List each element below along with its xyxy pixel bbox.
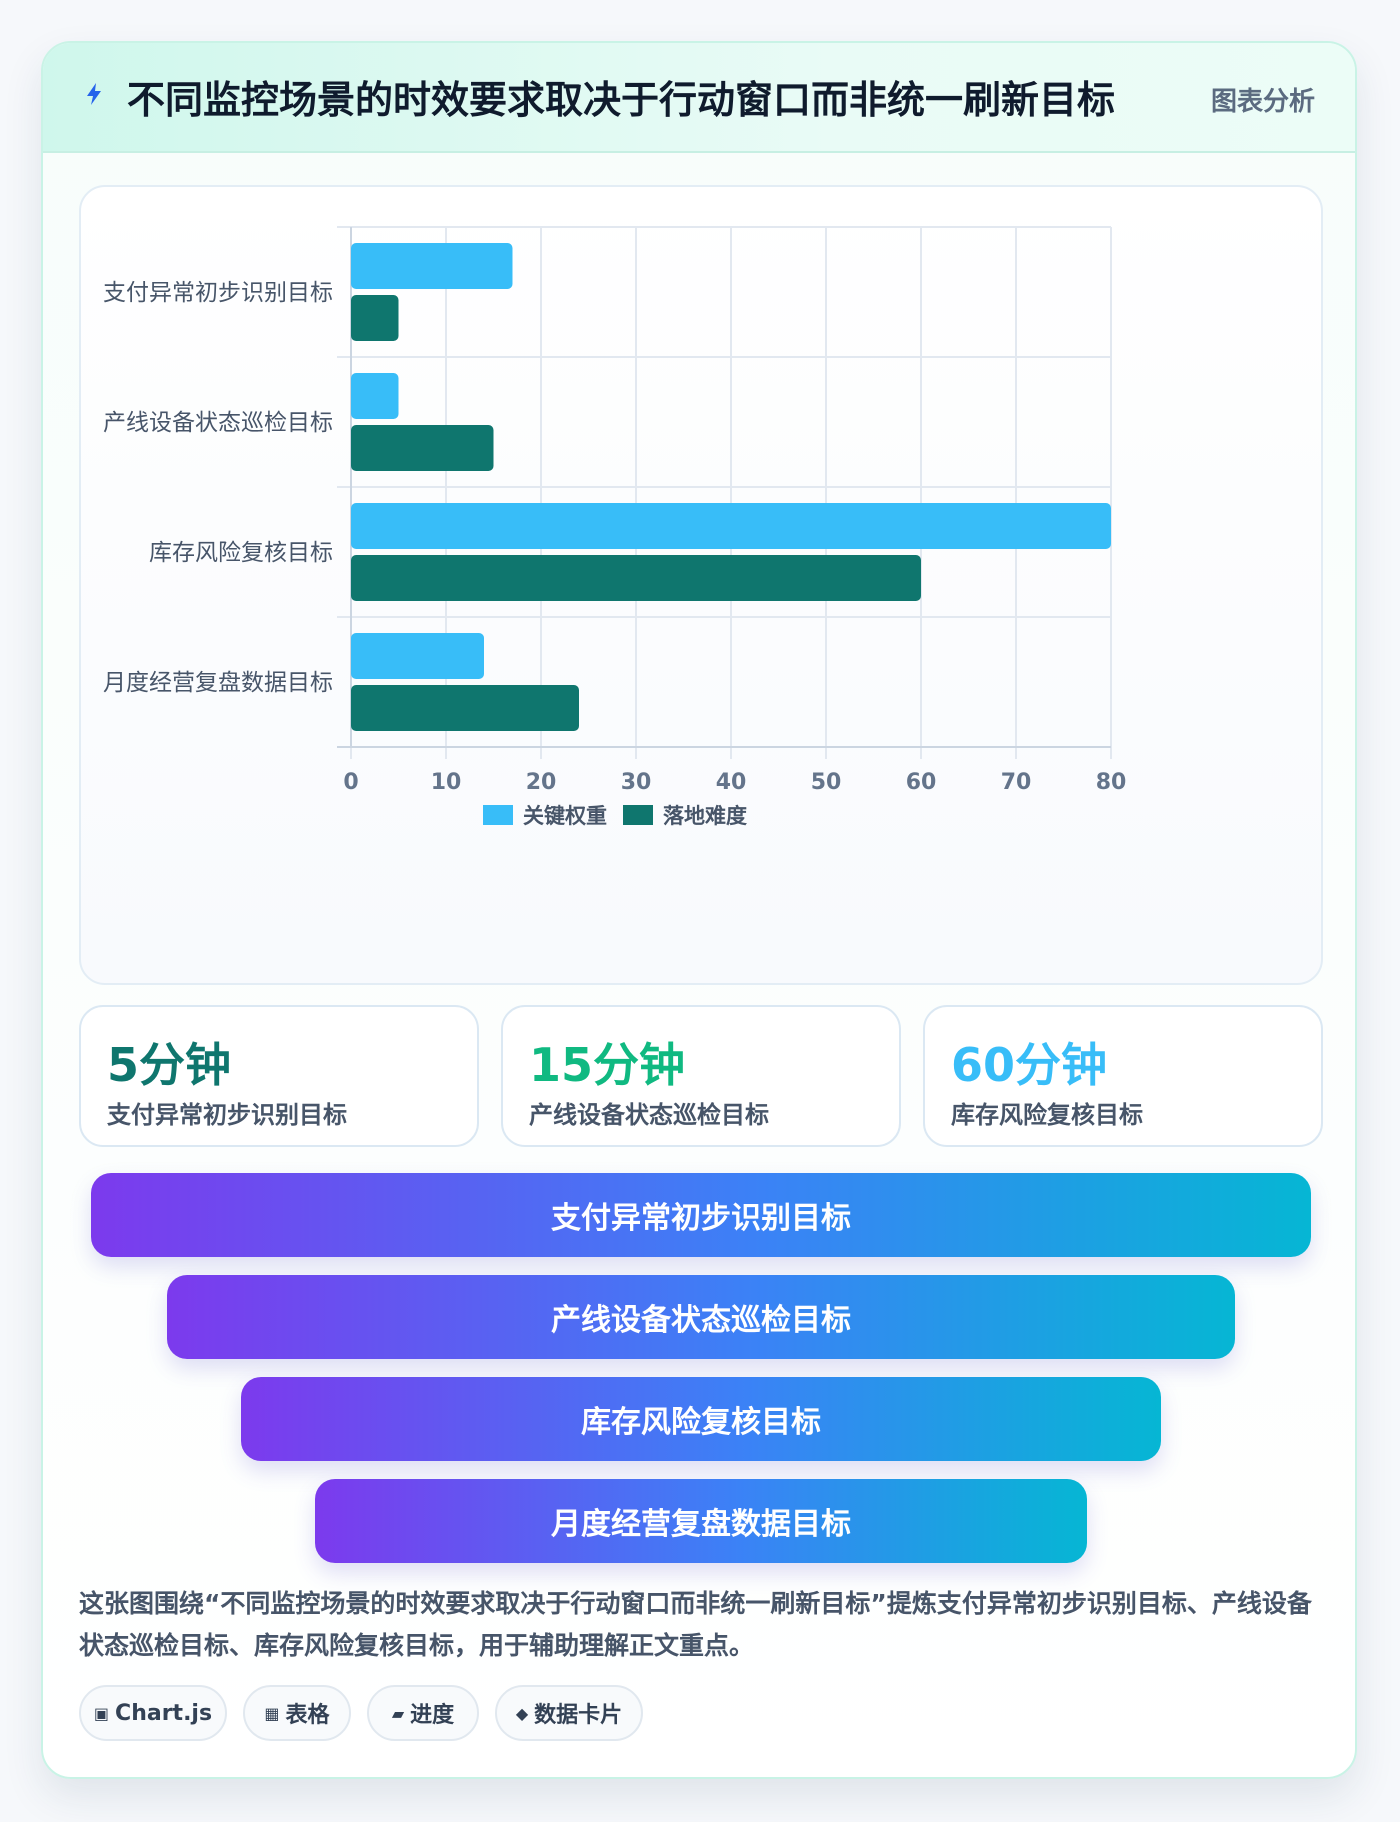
x-tick-label: 40 (716, 770, 747, 795)
chip-label: 表格 (285, 1703, 330, 1728)
funnel-step: 月度经营复盘数据目标 (315, 1479, 1087, 1563)
bar (351, 425, 494, 471)
y-tick-label: 库存风险复核目标 (149, 540, 333, 566)
summary-text: 这张图围绕“不同监控场景的时效要求取决于行动窗口而非统一刷新目标”提炼支付异常初… (79, 1589, 1312, 1660)
chip-label: 进度 (410, 1703, 455, 1728)
chip-table[interactable]: ▦ 表格 (243, 1685, 351, 1741)
bar (351, 555, 921, 601)
stat-card: 15分钟 产线设备状态巡检目标 (501, 1005, 901, 1147)
chart-card: 不同监控场景的时效要求取决于行动窗口而非统一刷新目标 图表分析 0 10 20 30 4… (41, 41, 1357, 1779)
legend-label: 关键权重 (523, 804, 607, 828)
chip-progress[interactable]: ▰ 进度 (367, 1685, 479, 1741)
x-tick-label: 50 (811, 770, 842, 795)
x-tick-label: 60 (906, 770, 937, 795)
funnel-step: 库存风险复核目标 (241, 1377, 1161, 1461)
y-tick-label: 月度经营复盘数据目标 (103, 670, 333, 696)
bar (351, 503, 1111, 549)
chart-icon: ▣ (93, 1703, 110, 1723)
chip-chartjs[interactable]: ▣ Chart.js (79, 1685, 227, 1741)
y-tick-label: 产线设备状态巡检目标 (103, 410, 333, 436)
bolt-icon (87, 83, 101, 105)
stat-card: 5分钟 支付异常初步识别目标 (79, 1005, 479, 1147)
bar (351, 685, 579, 731)
x-tick-label: 70 (1001, 770, 1032, 795)
x-tick-label: 30 (621, 770, 652, 795)
stat-value: 15分钟 (529, 1038, 686, 1092)
bar (351, 633, 484, 679)
x-tick-label: 0 (343, 770, 358, 795)
chip-label: Chart.js (115, 1700, 213, 1726)
x-tick-label: 10 (431, 770, 462, 795)
stat-label: 库存风险复核目标 (951, 1101, 1143, 1129)
table-icon: ▦ (264, 1703, 280, 1723)
y-tick-label: 支付异常初步识别目标 (103, 280, 333, 306)
bar (351, 295, 399, 341)
stat-card: 60分钟 库存风险复核目标 (923, 1005, 1323, 1147)
stat-label: 支付异常初步识别目标 (107, 1101, 347, 1129)
legend-label: 落地难度 (663, 804, 747, 828)
bar-chart: 0 10 20 30 40 50 60 70 80 支付异常初步识别目标产线设备状态巡检目标库存风… (103, 226, 1127, 828)
progress-icon: ▰ (391, 1703, 405, 1723)
x-tick-label: 80 (1096, 770, 1127, 795)
funnel-step: 支付异常初步识别目标 (91, 1173, 1311, 1257)
stat-value: 60分钟 (951, 1038, 1108, 1092)
stat-label: 产线设备状态巡检目标 (529, 1101, 769, 1129)
stat-cards: 5分钟 支付异常初步识别目标 15分钟 产线设备状态巡检目标 60分钟 库存风险… (79, 1005, 1323, 1149)
header-tag: 图表分析 (1210, 87, 1315, 117)
chip-label: 数据卡片 (534, 1703, 623, 1728)
bar (351, 243, 513, 289)
legend-swatch (623, 805, 653, 825)
page-title: 不同监控场景的时效要求取决于行动窗口而非统一刷新目标 (127, 78, 1116, 122)
bar (351, 373, 399, 419)
chart-panel: 0 10 20 30 40 50 60 70 80 支付异常初步识别目标 产线设备状态巡检目标库存风… (79, 185, 1323, 985)
card-header: 不同监控场景的时效要求取决于行动窗口而非统一刷新目标 图表分析 (43, 43, 1355, 153)
x-tick-label: 20 (526, 770, 557, 795)
legend-swatch (483, 805, 513, 825)
stat-value: 5分钟 (107, 1038, 232, 1092)
diamond-icon: ◆ (515, 1703, 529, 1723)
chip-data-card[interactable]: ◆ 数据卡片 (495, 1685, 643, 1741)
funnel-step: 产线设备状态巡检目标 (167, 1275, 1235, 1359)
